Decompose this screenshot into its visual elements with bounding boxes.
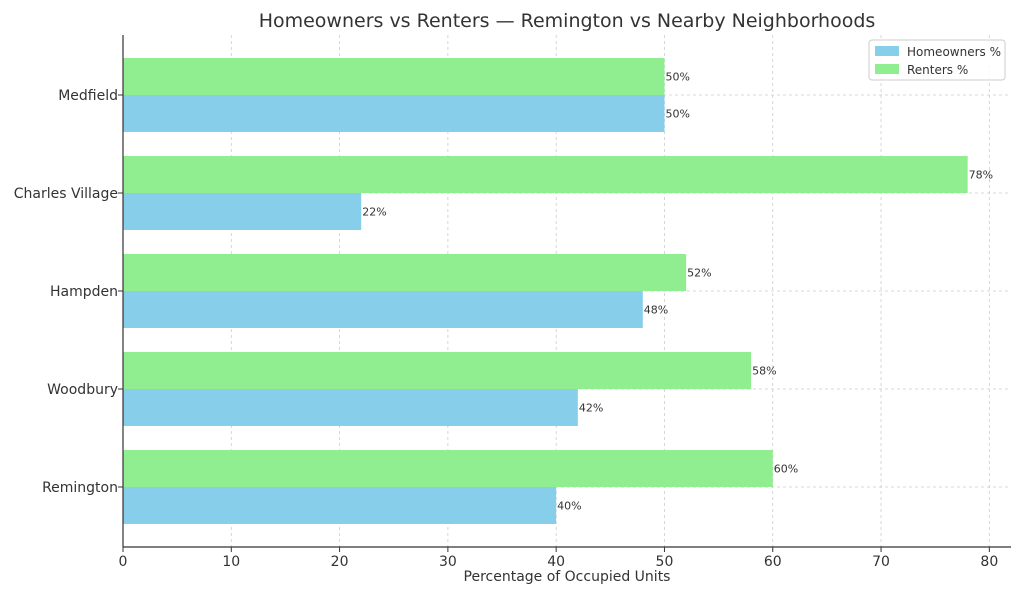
bar-homeowners (123, 487, 557, 524)
data-label: 40% (557, 500, 581, 513)
data-label: 50% (665, 108, 689, 121)
legend-label: Renters % (907, 63, 968, 77)
legend-swatch (875, 64, 899, 74)
y-tick-label: Charles Village (14, 186, 118, 202)
y-tick-label: Woodbury (47, 382, 118, 398)
bar-renters (123, 352, 752, 389)
y-tick-label: Hampden (50, 284, 118, 300)
x-tick-label: 50 (656, 554, 674, 570)
data-label: 60% (774, 463, 798, 476)
x-tick-label: 20 (331, 554, 349, 570)
x-tick-label: 80 (980, 554, 998, 570)
data-label: 58% (752, 365, 776, 378)
data-label: 78% (969, 169, 993, 182)
bar-renters (123, 450, 773, 487)
axes: 0 10 20 30 40 50 60 70 80 Remington Woodbury Hampde… (14, 35, 1011, 570)
bar-renters (123, 254, 687, 291)
data-label: 48% (644, 304, 668, 317)
x-axis-label: Percentage of Occupied Units (464, 569, 671, 585)
bar-homeowners (123, 389, 578, 426)
x-tick-label: 60 (764, 554, 782, 570)
x-tick-label: 10 (222, 554, 240, 570)
legend-swatch (875, 46, 899, 56)
bar-renters (123, 58, 665, 95)
y-tick-label: Remington (42, 480, 118, 496)
data-label: 42% (579, 402, 603, 415)
bar-homeowners (123, 193, 362, 230)
bar-homeowners (123, 95, 665, 132)
bars (123, 58, 968, 524)
x-tick-label: 0 (119, 554, 128, 570)
x-tick-label: 40 (547, 554, 565, 570)
y-tick-label: Medfield (58, 88, 118, 104)
bar-homeowners (123, 291, 643, 328)
x-tick-label: 30 (439, 554, 457, 570)
data-label: 22% (362, 206, 386, 219)
legend-box (868, 39, 1006, 81)
legend-label: Homeowners % (907, 45, 1001, 59)
data-label: 50% (665, 71, 689, 84)
chart-title: Homeowners vs Renters — Remington vs Nea… (259, 10, 876, 32)
x-tick-label: 70 (872, 554, 890, 570)
data-labels: 40% 60% 42% 58% 48% 52% 22% 78% 50% 50% (362, 71, 993, 513)
bar-renters (123, 156, 968, 193)
data-label: 52% (687, 267, 711, 280)
legend: Homeowners % Renters % (868, 39, 1006, 81)
